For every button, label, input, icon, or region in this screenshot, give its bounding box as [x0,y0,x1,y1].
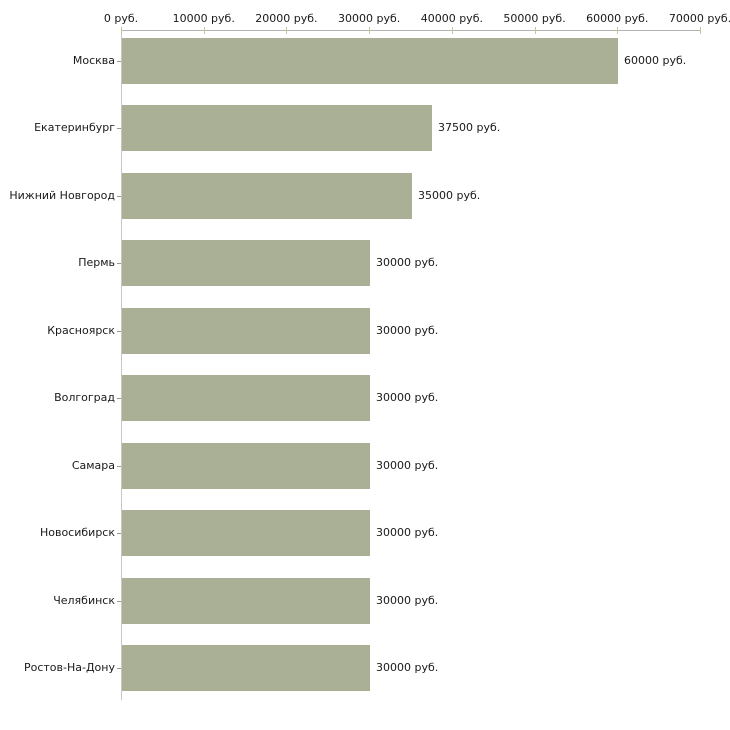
category-label: Ростов-На-Дону [23,661,115,674]
x-axis-line [121,30,700,31]
x-axis-tick [369,27,371,34]
x-axis-tick [203,27,205,34]
category-label: Самара [71,458,115,472]
category-label: Нижний Новгород [9,188,115,202]
bar [122,240,370,286]
category-label: Новосибирск [39,526,115,539]
category-label: Челябинск [53,593,115,607]
bar [122,105,432,151]
category-label: Пермь [78,256,115,269]
bar [122,375,370,421]
bar [122,510,370,556]
x-axis-tick-label: 0 руб. [103,12,139,25]
x-axis-tick-label: 40000 руб. [420,12,483,25]
y-axis-tick [117,668,121,669]
y-axis-tick [117,465,121,467]
category-label: Волгоград [54,391,115,404]
y-axis-tick [117,263,121,264]
value-label: 30000 руб. [376,391,439,404]
value-label: 30000 руб. [376,256,439,269]
value-label: 30000 руб. [376,661,439,674]
y-axis-tick [117,398,121,399]
category-label: Екатеринбург [34,121,115,134]
bar [122,307,370,354]
value-label: 30000 руб. [376,593,439,607]
x-axis-tick-label: 60000 руб. [586,12,649,25]
category-label: Красноярск [47,323,115,337]
y-axis-line [121,30,122,700]
bar [122,442,370,489]
y-axis-tick [117,128,121,129]
bar [122,645,370,691]
y-axis-tick [117,533,121,534]
bar [122,577,370,624]
value-label: 30000 руб. [376,526,439,539]
y-axis-tick [117,330,121,332]
x-axis-tick-label: 30000 руб. [338,12,401,25]
x-axis-tick [451,27,453,34]
x-axis-tick-label: 70000 руб. [668,12,730,25]
y-axis-tick [117,195,121,197]
value-label: 35000 руб. [418,188,481,202]
category-label: Москва [72,53,115,67]
x-axis-tick [534,27,536,34]
bar [122,37,618,84]
value-label: 30000 руб. [376,458,439,472]
y-axis-tick [117,600,121,602]
value-label: 60000 руб. [624,53,687,67]
value-label: 37500 руб. [438,121,501,134]
x-axis-tick [617,27,619,34]
x-axis-tick [286,27,288,34]
x-axis-tick [121,27,122,34]
x-axis-tick-label: 50000 руб. [503,12,566,25]
value-label: 30000 руб. [376,323,439,337]
x-axis-tick-label: 20000 руб. [255,12,318,25]
y-axis-tick [117,60,121,62]
bar [122,172,412,219]
x-axis-tick [700,27,701,34]
x-axis-tick-label: 10000 руб. [172,12,235,25]
